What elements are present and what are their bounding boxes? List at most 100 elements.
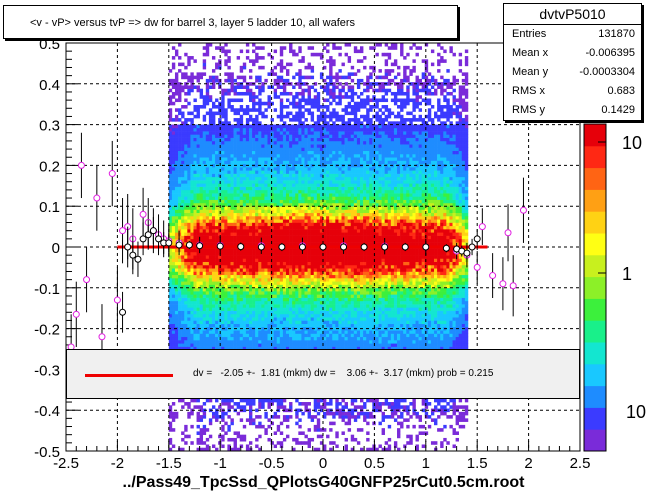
heatmap-cell: [171, 225, 176, 230]
heatmap-cell: [221, 264, 225, 269]
heatmap-cell: [224, 281, 228, 285]
heatmap-cell: [295, 186, 299, 191]
heatmap-cell: [292, 258, 296, 262]
heatmap-cell: [298, 215, 302, 220]
heatmap-cell: [218, 255, 222, 259]
heatmap-cell: [258, 56, 262, 60]
heatmap-cell: [211, 307, 216, 311]
heatmap-cell: [316, 52, 321, 57]
heatmap-cell: [323, 183, 327, 187]
heatmap-cell: [168, 330, 173, 334]
heatmap-cell: [307, 258, 311, 262]
heatmap-cell: [282, 418, 287, 422]
heatmap-cell: [224, 199, 228, 204]
heatmap-cell: [171, 268, 176, 272]
heatmap-cell: [319, 336, 324, 341]
heatmap-cell: [273, 336, 278, 341]
heatmap-cell: [199, 167, 204, 171]
heatmap-cell: [202, 196, 207, 200]
heatmap-cell: [267, 186, 271, 191]
heatmap-cell: [224, 271, 228, 276]
heatmap-cell: [193, 255, 197, 259]
heatmap-cell: [282, 310, 287, 315]
heatmap-cell: [236, 199, 241, 204]
heatmap-cell: [239, 49, 244, 54]
heatmap-cell: [233, 232, 237, 236]
heatmap-cell: [267, 284, 271, 289]
heatmap-cell: [285, 186, 290, 191]
heatmap-cell: [236, 121, 241, 125]
heatmap-cell: [230, 75, 234, 80]
heatmap-cell: [233, 196, 237, 200]
heatmap-cell: [245, 447, 250, 452]
heatmap-cell: [211, 274, 216, 279]
heatmap-cell: [301, 160, 305, 165]
heatmap-cell: [267, 398, 271, 403]
heatmap-cell: [221, 411, 225, 416]
heatmap-cell: [252, 340, 256, 344]
heatmap-cell: [187, 144, 191, 148]
heatmap-cell: [218, 118, 222, 122]
heatmap-cell: [282, 232, 287, 236]
heatmap-cell: [171, 46, 176, 50]
heatmap-cell: [171, 170, 176, 174]
heatmap-cell: [193, 333, 197, 338]
heatmap-cell: [233, 431, 237, 435]
heatmap-cell: [267, 304, 271, 308]
heatmap-cell: [267, 268, 271, 272]
heatmap-cell: [184, 219, 188, 223]
heatmap-cell: [211, 235, 216, 240]
heatmap-cell: [199, 264, 204, 269]
heatmap-cell: [285, 251, 290, 256]
heatmap-cell: [193, 307, 197, 311]
heatmap-cell: [307, 411, 311, 416]
heatmap-cell: [245, 222, 250, 227]
heatmap-cell: [279, 199, 284, 204]
heatmap-cell: [273, 229, 278, 233]
heatmap-cell: [171, 131, 176, 135]
heatmap-cell: [215, 157, 219, 161]
heatmap-cell: [233, 297, 237, 302]
heatmap-cell: [301, 317, 305, 321]
heatmap-cell: [282, 189, 287, 194]
heatmap-cell: [307, 176, 311, 181]
heatmap-cell: [292, 294, 296, 298]
heatmap-cell: [242, 108, 247, 112]
heatmap-cell: [285, 202, 290, 207]
heatmap-cell: [282, 304, 287, 308]
heatmap-cell: [168, 405, 173, 409]
heatmap-cell: [301, 268, 305, 272]
heatmap-cell: [258, 167, 262, 171]
heatmap-cell: [248, 278, 253, 282]
heatmap-cell: [310, 144, 315, 148]
heatmap-cell: [171, 209, 176, 214]
heatmap-cell: [264, 153, 268, 158]
heatmap-cell: [248, 346, 253, 351]
heatmap-cell: [267, 310, 271, 315]
heatmap-cell: [236, 127, 241, 132]
heatmap-cell: [323, 153, 327, 158]
heatmap-cell: [184, 140, 188, 145]
heatmap-cell: [193, 326, 197, 331]
heatmap-cell: [282, 281, 287, 285]
heatmap-cell: [239, 291, 244, 295]
heatmap-cell: [273, 415, 278, 419]
heatmap-cell: [289, 264, 293, 269]
heatmap-cell: [248, 75, 253, 80]
heatmap-cell: [174, 52, 179, 57]
heatmap-cell: [199, 431, 204, 435]
heatmap-cell: [199, 206, 204, 210]
heatmap-cell: [174, 75, 179, 80]
heatmap-cell: [184, 189, 188, 194]
heatmap-cell: [326, 291, 330, 295]
heatmap-cell: [270, 346, 274, 351]
heatmap-cell: [270, 330, 274, 334]
heatmap-cell: [295, 225, 299, 230]
heatmap-cell: [326, 134, 330, 138]
heatmap-cell: [279, 229, 284, 233]
heatmap-cell: [224, 170, 228, 174]
heatmap-cell: [310, 418, 315, 422]
heatmap-cell: [168, 297, 173, 302]
heatmap-cell: [298, 101, 302, 106]
heatmap-cell: [230, 242, 234, 246]
